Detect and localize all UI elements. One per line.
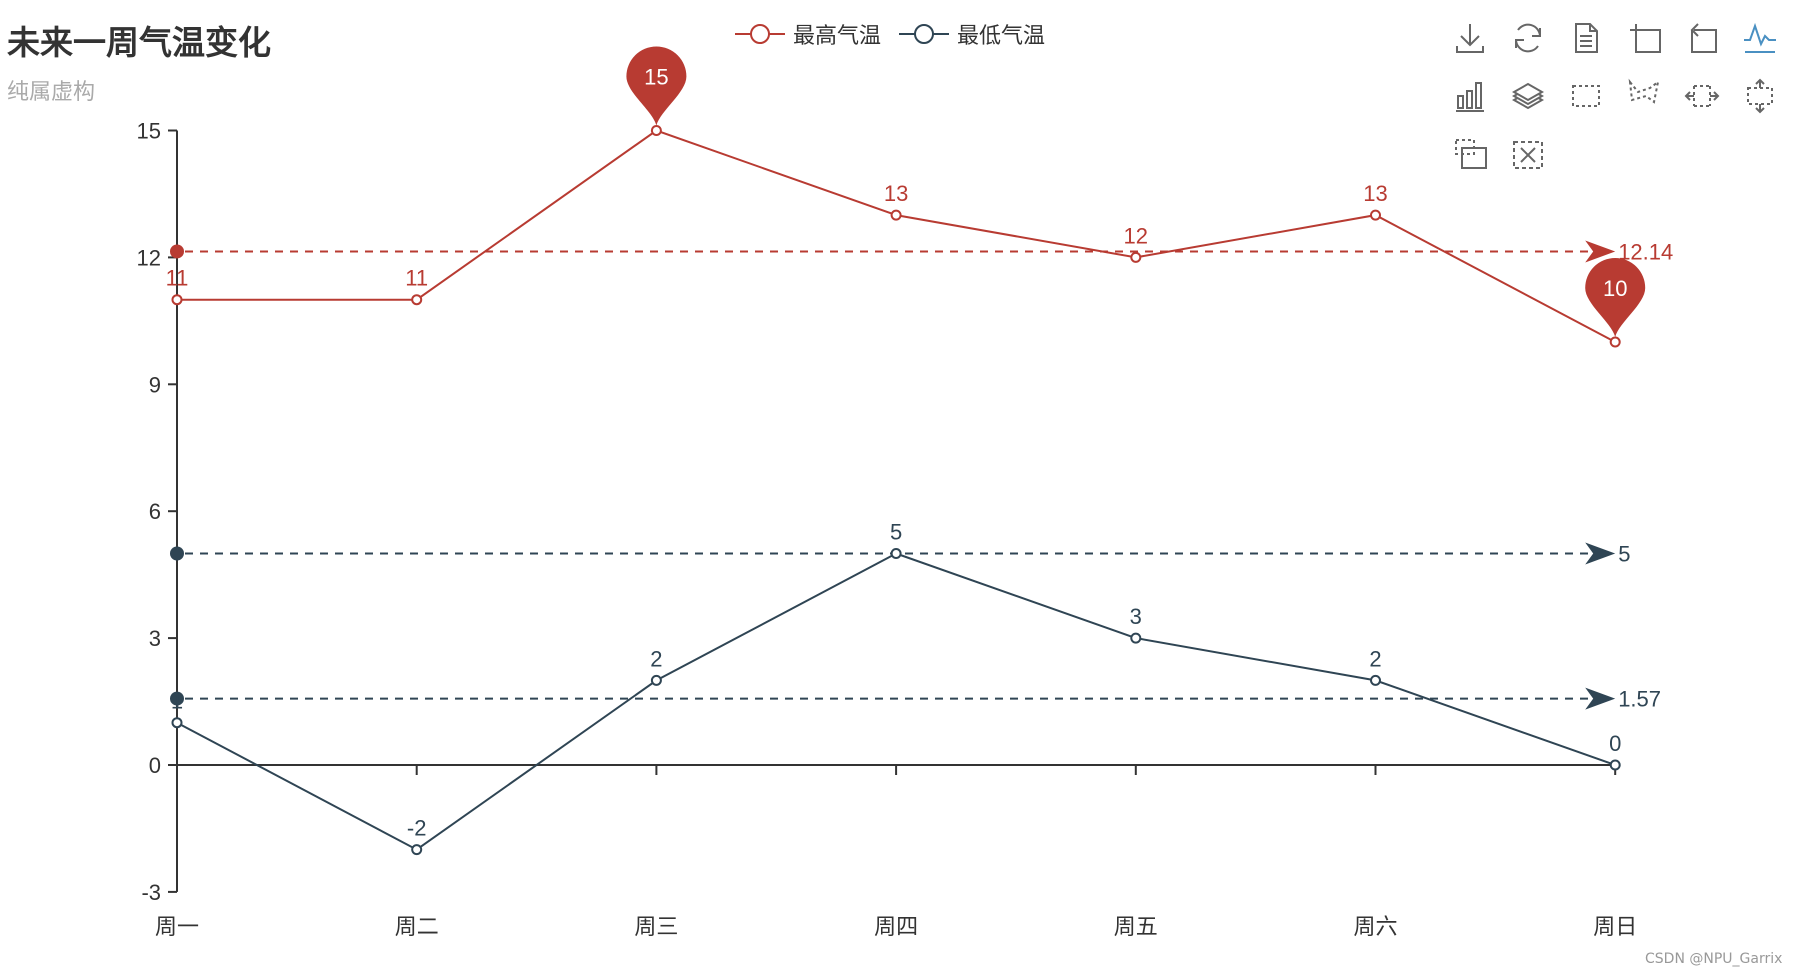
markline-label: 12.14: [1618, 239, 1673, 264]
data-label: -2: [407, 816, 427, 841]
bar-chart-icon[interactable]: [1452, 78, 1492, 118]
data-zoom-icon[interactable]: [1626, 20, 1666, 60]
series-line: [177, 129, 1616, 343]
legend-label-low: 最低气温: [957, 24, 1046, 49]
series-line: [176, 552, 1616, 851]
restore-icon[interactable]: [1510, 20, 1550, 60]
data-point: [411, 294, 423, 306]
clear-select-icon[interactable]: [1510, 136, 1550, 176]
data-point: [650, 125, 662, 136]
x-axis-tick-label: 周六: [1353, 914, 1397, 939]
data-point: [1130, 251, 1142, 263]
data-point: [171, 717, 183, 729]
data-point: [890, 548, 902, 559]
data-label: 0: [1609, 731, 1621, 756]
markpoint-min-pin-icon: [1585, 258, 1646, 337]
x-axis-tick-label: 周四: [874, 914, 918, 939]
stack-icon[interactable]: [1510, 78, 1550, 118]
legend-line-circle-icon: [735, 24, 785, 44]
y-axis-tick-label: 3: [149, 626, 161, 651]
x-axis-tick-label: 周五: [1114, 914, 1158, 939]
legend-item-high[interactable]: 最高气温: [735, 18, 881, 50]
legend-line-circle-icon: [899, 24, 950, 44]
chart-subtitle: 纯属虚构: [7, 80, 96, 105]
markpoint-max-pin-icon: [626, 46, 687, 126]
data-view-icon[interactable]: [1568, 20, 1608, 60]
markline-label: 5: [1618, 542, 1630, 567]
x-axis-tick-label: 周一: [155, 914, 199, 939]
data-label: 13: [1363, 181, 1387, 206]
data-label: 13: [884, 181, 908, 206]
data-zoom-reset-icon[interactable]: [1684, 20, 1724, 60]
data-label: 3: [1130, 604, 1142, 629]
data-point: [650, 674, 662, 686]
y-axis-tick-label: -3: [141, 880, 161, 905]
data-label: 2: [650, 646, 662, 671]
markline-label: 1.57: [1618, 687, 1661, 712]
line-chart-icon[interactable]: [1742, 20, 1782, 60]
y-axis-tick-label: 0: [149, 753, 161, 778]
data-label: 1: [171, 689, 183, 714]
markline-arrow-icon: [1585, 240, 1616, 263]
data-point: [1370, 674, 1381, 686]
x-axis-tick-label: 周三: [634, 914, 678, 939]
rect-select-icon[interactable]: [1568, 78, 1608, 118]
keep-select-icon[interactable]: [1452, 136, 1492, 176]
markline-arrow-icon: [1585, 542, 1616, 565]
data-point: [411, 844, 423, 856]
y-axis-tick-label: 15: [137, 119, 161, 144]
legend-label-high: 最高气温: [793, 24, 882, 49]
markline-start-dot: [170, 244, 184, 259]
watermark: CSDN @NPU_Garrix: [1645, 951, 1783, 967]
legend: 最高气温 最低气温: [735, 18, 1063, 50]
line-x-select-icon[interactable]: [1684, 78, 1724, 118]
data-point: [1130, 632, 1142, 644]
x-axis-tick-label: 周二: [395, 914, 439, 939]
y-axis-tick-label: 6: [149, 499, 161, 524]
data-point: [890, 209, 902, 221]
save-as-image-icon[interactable]: [1452, 20, 1492, 60]
data-label: 5: [890, 520, 902, 545]
data-point: [1609, 759, 1621, 771]
y-axis-tick-label: 12: [137, 245, 161, 270]
data-point: [1609, 336, 1621, 348]
markpoint-label: 10: [1603, 276, 1627, 301]
data-label: 11: [166, 266, 189, 291]
markline-start-dot: [170, 691, 184, 706]
data-label: 11: [405, 266, 428, 291]
data-label: 12: [1124, 223, 1148, 248]
markline-start-dot: [170, 546, 184, 561]
legend-item-low[interactable]: 最低气温: [899, 18, 1045, 50]
data-point: [171, 294, 183, 306]
x-axis-tick-label: 周日: [1593, 914, 1637, 939]
line-y-select-icon[interactable]: [1742, 78, 1782, 118]
data-label: 2: [1369, 646, 1381, 671]
markline-arrow-icon: [1585, 687, 1616, 710]
polygon-select-icon[interactable]: [1626, 78, 1666, 118]
chart-title: 未来一周气温变化: [7, 23, 271, 62]
markpoint-label: 15: [644, 65, 668, 90]
y-axis-tick-label: 9: [149, 372, 161, 397]
data-point: [1370, 209, 1381, 221]
